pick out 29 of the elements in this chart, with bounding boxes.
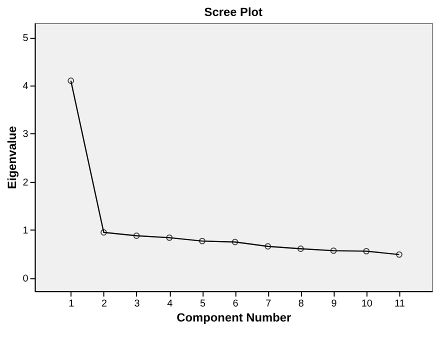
x-axis-title: Component Number <box>176 310 292 324</box>
y-tick-label: 5 <box>22 32 29 44</box>
y-tick-label: 2 <box>22 177 29 188</box>
x-tick-label: 1 <box>68 298 75 310</box>
chart-title: Scree Plot <box>204 5 263 20</box>
x-tick-label: 3 <box>134 298 140 310</box>
x-tick-label: 6 <box>232 298 239 310</box>
x-tick-label: 2 <box>101 298 108 310</box>
y-tick-label: 0 <box>22 274 29 285</box>
y-tick-label: 3 <box>22 129 29 140</box>
y-tick-label: 1 <box>22 225 29 236</box>
y-tick-label: 4 <box>22 81 29 92</box>
point <box>166 234 173 241</box>
point <box>363 248 370 254</box>
x-tick-label: 8 <box>298 298 304 310</box>
point <box>297 246 304 252</box>
x-tick-label: 7 <box>266 298 272 310</box>
point <box>232 238 238 246</box>
point <box>198 238 206 244</box>
y-axis-title: Eigenvalue <box>4 126 19 189</box>
x-tick-label: 10 <box>361 298 373 310</box>
point <box>264 243 272 250</box>
x-tick-label: 5 <box>200 298 206 310</box>
point <box>330 247 337 254</box>
x-tick-label: 4 <box>167 298 174 310</box>
point <box>100 229 107 236</box>
x-tick-label: 11 <box>394 298 406 310</box>
x-tick-label: 9 <box>331 298 338 310</box>
point <box>133 232 140 239</box>
